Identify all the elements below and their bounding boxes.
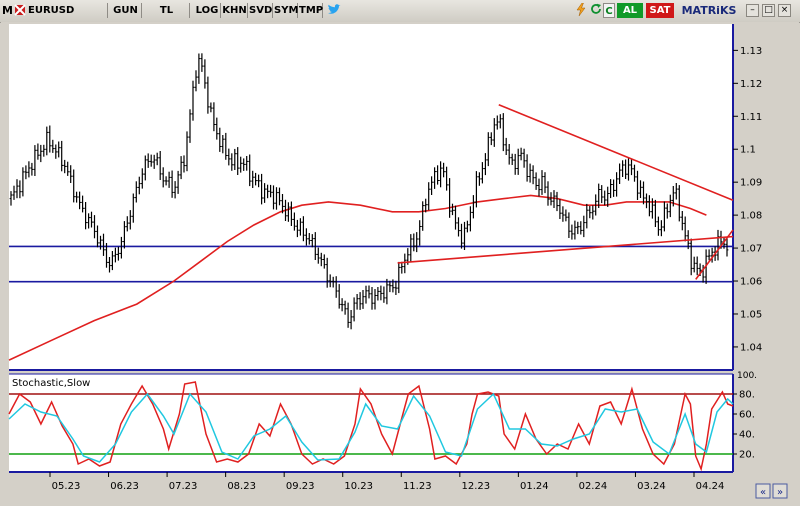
trendline [695, 229, 734, 280]
stochastic-k-line [8, 381, 734, 472]
stochastic-d-line [8, 392, 734, 463]
minimize-icon[interactable]: – [746, 4, 759, 17]
price-axis-label: 1.06 [740, 277, 762, 288]
price-axis-label: 1.11 [740, 112, 762, 123]
symbol-selector[interactable]: EURUSD [28, 3, 108, 18]
stochastic-panel[interactable] [9, 374, 733, 472]
right-arrow-icon[interactable] [772, 483, 788, 499]
log-button[interactable]: LOG [194, 3, 221, 18]
stochastic-axis-label: 60. [739, 410, 755, 421]
trendline [498, 103, 734, 202]
x-axis-label: 08.23 [227, 481, 256, 492]
period-button[interactable]: GUN [110, 3, 142, 18]
buy-button[interactable]: AL [617, 3, 643, 18]
stochastic-axis-label: 80. [739, 390, 755, 401]
x-axis-label: 09.23 [286, 481, 315, 492]
brand-logo: MATRiKS [681, 4, 737, 17]
scroll-controls: « » [755, 483, 788, 499]
moving-average-line [8, 194, 707, 361]
x-axis-label: 10.23 [344, 481, 373, 492]
twitter-icon[interactable] [324, 3, 344, 18]
price-axis-label: 1.1 [740, 145, 756, 156]
svg-text:«: « [760, 487, 766, 498]
khn-button[interactable]: KHN [222, 3, 248, 18]
price-axis-label: 1.13 [740, 46, 762, 57]
price-axis-label: 1.09 [740, 178, 762, 189]
x-axis-label: 03.24 [637, 481, 666, 492]
stochastic-axis-label: 20. [739, 450, 755, 461]
x-axis-label: 04.24 [696, 481, 725, 492]
close-icon[interactable]: × [778, 4, 791, 17]
maximize-icon[interactable]: □ [762, 4, 775, 17]
refresh-icon[interactable] [589, 3, 602, 18]
c-button[interactable]: C [603, 3, 615, 18]
trendline [397, 235, 734, 264]
tmp-button[interactable]: TMP [299, 3, 324, 18]
svd-button[interactable]: SVD [249, 3, 273, 18]
price-axis-label: 1.12 [740, 79, 762, 90]
x-axis-label: 07.23 [169, 481, 198, 492]
svg-text:»: » [777, 487, 783, 498]
price-axis-label: 1.04 [740, 342, 762, 353]
price-panel[interactable] [9, 24, 733, 370]
sym-button[interactable]: SYM [274, 3, 299, 18]
price-axis-label: 1.05 [740, 309, 762, 320]
left-arrow-icon[interactable] [755, 483, 771, 499]
app-logo: M [2, 4, 13, 17]
stochastic-axis-label: 40. [739, 430, 755, 441]
currency-button[interactable]: TL [144, 3, 190, 18]
x-axis-label: 06.23 [110, 481, 139, 492]
x-axis-label: 12.23 [461, 481, 490, 492]
flag-icon[interactable] [14, 3, 26, 18]
lightning-icon[interactable] [574, 2, 588, 18]
sell-button[interactable]: SAT [646, 3, 674, 18]
x-axis-label: 11.23 [403, 481, 432, 492]
x-axis-label: 05.23 [52, 481, 81, 492]
price-axis-label: 1.08 [740, 211, 762, 222]
chart-toolbar: M EURUSD GUN TL LOG KHN SVD SYM TMP C AL… [0, 0, 800, 23]
x-axis-label: 02.24 [579, 481, 608, 492]
stochastic-title: Stochastic,Slow [12, 378, 90, 389]
x-axis-label: 01.24 [520, 481, 549, 492]
price-axis-label: 1.07 [740, 244, 762, 255]
stochastic-axis-label: 100. [737, 371, 757, 381]
